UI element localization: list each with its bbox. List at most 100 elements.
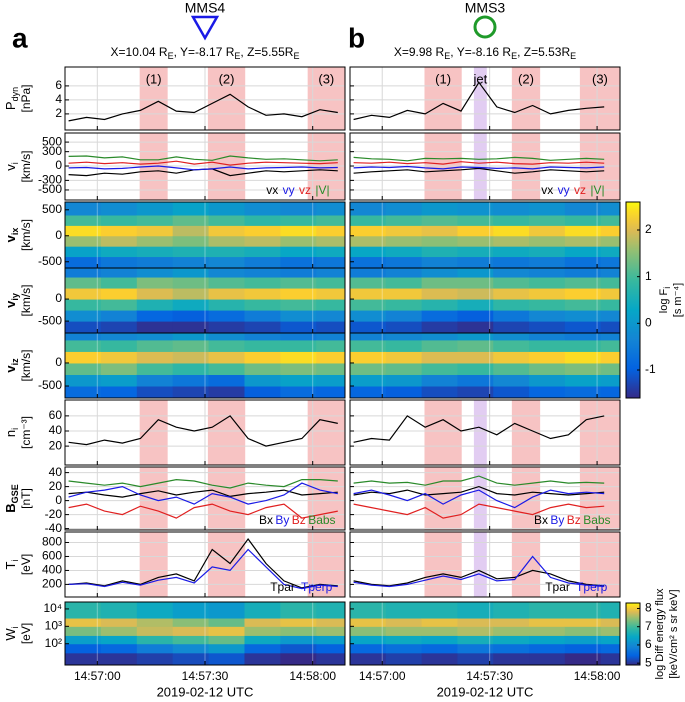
colorbar-unit: [keV/cm² s sr keV] (668, 589, 680, 678)
spectrogram-cell (100, 256, 138, 268)
spectrogram-cell (100, 288, 138, 300)
spectrogram-cell (564, 202, 602, 216)
spectrogram-cell (600, 225, 620, 237)
colorbar-tick-label: 2 (645, 222, 652, 236)
spectrogram-cell (136, 618, 174, 627)
series-line (353, 475, 605, 486)
series-line (353, 489, 605, 509)
spectrogram-cell (457, 235, 494, 247)
interval-shade (473, 400, 487, 465)
spectrogram-cell (564, 268, 602, 278)
spectrogram-cell (421, 299, 458, 311)
spectrogram-cell (208, 626, 245, 636)
spectrogram-cell (600, 374, 620, 387)
spectrogram-cell (385, 351, 423, 364)
interval-shade (473, 532, 487, 597)
spectrogram-cell (316, 374, 345, 387)
interval-shade (207, 467, 246, 530)
spacecraft-name: MMS4 (185, 0, 226, 16)
y-tick-label: -300 (38, 173, 62, 187)
spectrogram-cell (280, 333, 317, 341)
panel (350, 467, 620, 530)
spectrogram-cell (136, 214, 174, 226)
spectrogram-cell (564, 635, 602, 645)
spectrogram-cell (208, 602, 245, 619)
spectrogram-cell (244, 246, 281, 258)
spectrogram-cell (385, 310, 423, 322)
spectrogram-cell (208, 299, 245, 311)
spectrogram-cell (316, 214, 345, 226)
y-axis-label: Ti (3, 560, 20, 570)
x-tick-label: 14:57:00 (74, 669, 121, 683)
spectrogram-cell (457, 635, 494, 645)
y-axis-label-part: dyn (10, 87, 20, 102)
spectrogram-cell (564, 339, 602, 352)
spectrogram-cell (564, 618, 602, 627)
y-axis-label-part: i (10, 626, 20, 628)
spectrogram-cell (172, 321, 210, 333)
panel-letter: b (348, 22, 365, 53)
spacecraft-position-part: , Z=5.53R (517, 45, 570, 59)
y-axis-unit: [nT] (19, 488, 33, 509)
spectrogram-cell (208, 652, 245, 665)
y-tick-label: 40 (49, 423, 63, 437)
spectrogram-cell (316, 333, 345, 341)
spectrogram-cell (564, 225, 602, 237)
spectrogram-cell (244, 277, 281, 289)
colorbar-tick-label: 8 (645, 601, 652, 615)
spectrogram-cell (350, 643, 387, 654)
y-tick-label: 200 (42, 577, 62, 591)
spectrogram-cell (350, 277, 387, 289)
spectrogram-cell (316, 299, 345, 311)
y-axis-label-part: W (3, 628, 18, 641)
legend-entry: vx (266, 183, 278, 197)
spectrogram-cell (421, 618, 458, 627)
spectrogram-cell (280, 246, 317, 258)
interval-shade (207, 400, 246, 465)
spectrogram-cell (172, 288, 210, 300)
spectrogram-cell (529, 351, 566, 364)
y-axis-unit: [eV] (19, 623, 33, 644)
spectrogram-cell (529, 602, 566, 619)
spectrogram-cell (65, 277, 102, 289)
spectrogram-cell (385, 321, 423, 333)
spectrogram-cell (280, 635, 317, 645)
spectrogram-cell (280, 235, 317, 247)
y-tick-label: 500 (42, 134, 62, 148)
spectrogram-cell (457, 386, 494, 398)
series-line (68, 537, 338, 589)
interval-shade (307, 67, 345, 130)
spectrogram-cell (244, 618, 281, 627)
spacecraft-marker (473, 15, 497, 39)
spectrogram-cell (421, 386, 458, 398)
spectrogram-cell (244, 339, 281, 352)
y-axis-unit: [km/s] (19, 350, 33, 382)
spectrogram-cell (493, 333, 530, 341)
spectrogram-cell (208, 374, 245, 387)
spectrogram-cell (493, 386, 530, 398)
spectrogram-cell (65, 618, 102, 627)
spectrogram-cell (457, 225, 494, 237)
series-line (353, 415, 605, 443)
spectrogram-cell (529, 246, 566, 258)
spectrogram-cell (529, 256, 566, 268)
spectrogram-cell (172, 362, 210, 375)
spectrogram-cell (529, 339, 566, 352)
spectrogram-cell (172, 277, 210, 289)
spectrogram-cell (564, 386, 602, 398)
spectrogram-cell (316, 310, 345, 322)
spectrogram-cell (421, 351, 458, 364)
spectrogram-cell (136, 351, 174, 364)
spectrogram-cell (457, 626, 494, 636)
spectrogram-cell (208, 246, 245, 258)
spectrogram-cell (600, 643, 620, 654)
series-line (353, 165, 605, 170)
spectrogram-cell (316, 602, 345, 619)
legend-entry: Babs (308, 513, 335, 527)
spectrogram-cell (600, 246, 620, 258)
legend-entry: Bx (259, 513, 273, 527)
spectrogram-cell (244, 333, 281, 341)
legend-entry: Tperp (576, 580, 608, 594)
y-tick-label: -500 (38, 182, 62, 196)
